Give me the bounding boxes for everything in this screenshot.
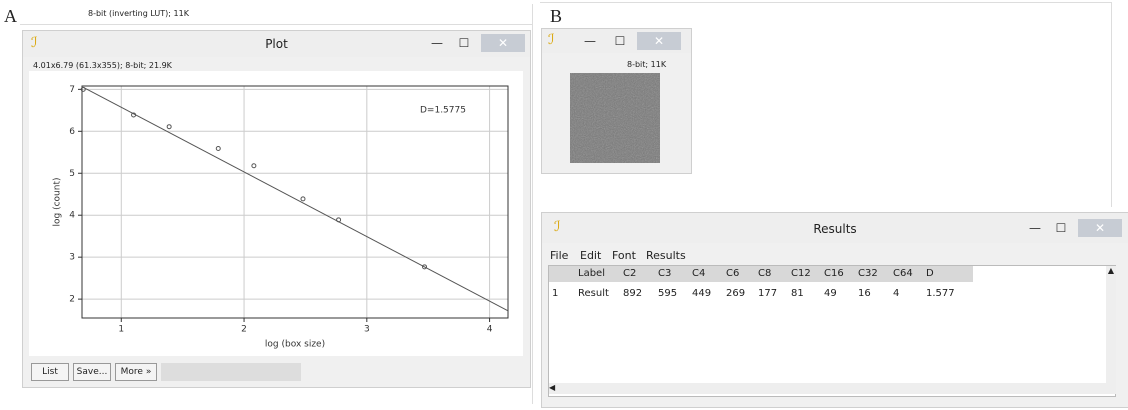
- menu-item[interactable]: Results: [646, 249, 686, 262]
- plot-canvas: [29, 71, 523, 356]
- column-header: C3: [658, 268, 672, 279]
- results-window: ℐ Results — ☐ ✕ File Edit Font Results Labe…: [541, 212, 1128, 408]
- image-caption: 8-bit; 11K: [627, 60, 667, 69]
- app-icon: ℐ: [554, 219, 561, 235]
- y-tick-label: 5: [69, 169, 75, 179]
- image-caption: 8-bit (inverting LUT); 11K: [88, 9, 189, 18]
- scrollbar[interactable]: ▲: [1106, 266, 1116, 383]
- y-axis-label: log (count): [53, 178, 63, 227]
- image: [570, 73, 660, 163]
- y-tick-label: 4: [69, 211, 75, 221]
- table-cell: 177: [758, 288, 778, 299]
- data-point: [300, 196, 306, 202]
- data-point: [80, 86, 86, 92]
- data-point: [131, 112, 137, 118]
- column-header: C12: [791, 268, 811, 279]
- close-button[interactable]: ✕: [1078, 219, 1122, 237]
- title-bar: ℐ Plot — ☐ ✕: [23, 31, 530, 57]
- x-tick-label: 4: [487, 325, 493, 335]
- menu-item[interactable]: Edit: [580, 249, 602, 262]
- menu-item[interactable]: File: [550, 249, 569, 262]
- table-cell: 595: [658, 288, 678, 299]
- close-button[interactable]: ✕: [637, 32, 681, 50]
- maximize-button[interactable]: ☐: [1055, 221, 1067, 235]
- column-header: D: [926, 268, 934, 279]
- divider: [20, 24, 532, 25]
- column-header: C4: [692, 268, 706, 279]
- y-tick-label: 7: [69, 85, 75, 95]
- fit-line: [82, 86, 509, 312]
- column-header: C64: [893, 268, 913, 279]
- divider: [540, 2, 1112, 3]
- minimize-button[interactable]: —: [431, 36, 443, 50]
- x-tick-label: 2: [241, 325, 247, 335]
- table-cell: 16: [858, 288, 871, 299]
- title-bar: ℐ Results — ☐ ✕: [542, 213, 1128, 243]
- table-cell: 449: [692, 288, 712, 299]
- data-point: [336, 217, 342, 223]
- horizontal-scrollbar[interactable]: ◀: [549, 383, 1116, 394]
- column-header: C16: [824, 268, 844, 279]
- column-header: C32: [858, 268, 878, 279]
- table-cell: 892: [623, 288, 643, 299]
- button[interactable]: More »: [115, 363, 157, 381]
- data-point: [215, 146, 221, 152]
- table-cell: 4: [893, 288, 900, 299]
- table-cell: 269: [726, 288, 746, 299]
- data-point: [422, 264, 428, 270]
- y-tick-label: 2: [69, 295, 75, 305]
- y-tick-label: 6: [69, 127, 75, 137]
- status-text: 4.01x6.79 (61.3x355); 8-bit; 21.9K: [33, 61, 172, 70]
- maximize-button[interactable]: ☐: [458, 36, 470, 50]
- column-header: C2: [623, 268, 637, 279]
- app-icon: ℐ: [548, 32, 555, 48]
- column-header: C6: [726, 268, 740, 279]
- x-tick-label: 3: [364, 325, 370, 335]
- table-cell: 1.577: [926, 288, 955, 299]
- window-title: Results: [813, 222, 857, 236]
- table-header: [549, 266, 973, 282]
- annotation: D=1.5775: [420, 106, 466, 116]
- column-header: C8: [758, 268, 772, 279]
- image-window: ℐ — ☐ ✕ 8-bit; 11K: [541, 28, 692, 174]
- plot-frame: [81, 85, 509, 319]
- table-cell: 49: [824, 288, 837, 299]
- close-button[interactable]: ✕: [481, 34, 525, 52]
- maximize-button[interactable]: ☐: [614, 34, 626, 48]
- menu-item[interactable]: Font: [612, 249, 636, 262]
- minimize-button[interactable]: —: [584, 34, 596, 48]
- plot: 1 2 3 4 2 3 4 5 6 7 log (box size) log (count) D=1.5…: [53, 85, 509, 350]
- column-header: Label: [578, 268, 605, 279]
- table: [548, 265, 1116, 397]
- panel-label: A: [4, 6, 17, 26]
- minimize-button[interactable]: —: [1029, 221, 1041, 235]
- window-title: Plot: [265, 37, 288, 51]
- divider: [1111, 2, 1112, 207]
- table-cell: Result: [578, 288, 609, 299]
- table-cell: 81: [791, 288, 804, 299]
- x-axis-label: log (box size): [265, 340, 325, 350]
- panel-label: B: [550, 6, 563, 26]
- row-index: 1: [552, 288, 559, 299]
- button[interactable]: List: [31, 363, 69, 381]
- data-point: [166, 124, 172, 130]
- title-bar: ℐ — ☐ ✕: [542, 29, 691, 53]
- text-field[interactable]: [161, 363, 301, 381]
- x-tick-label: 1: [118, 325, 124, 335]
- app-icon: ℐ: [31, 35, 38, 51]
- button[interactable]: Save...: [73, 363, 111, 381]
- data-point: [251, 163, 257, 169]
- divider: [532, 4, 533, 404]
- y-tick-label: 3: [69, 253, 75, 263]
